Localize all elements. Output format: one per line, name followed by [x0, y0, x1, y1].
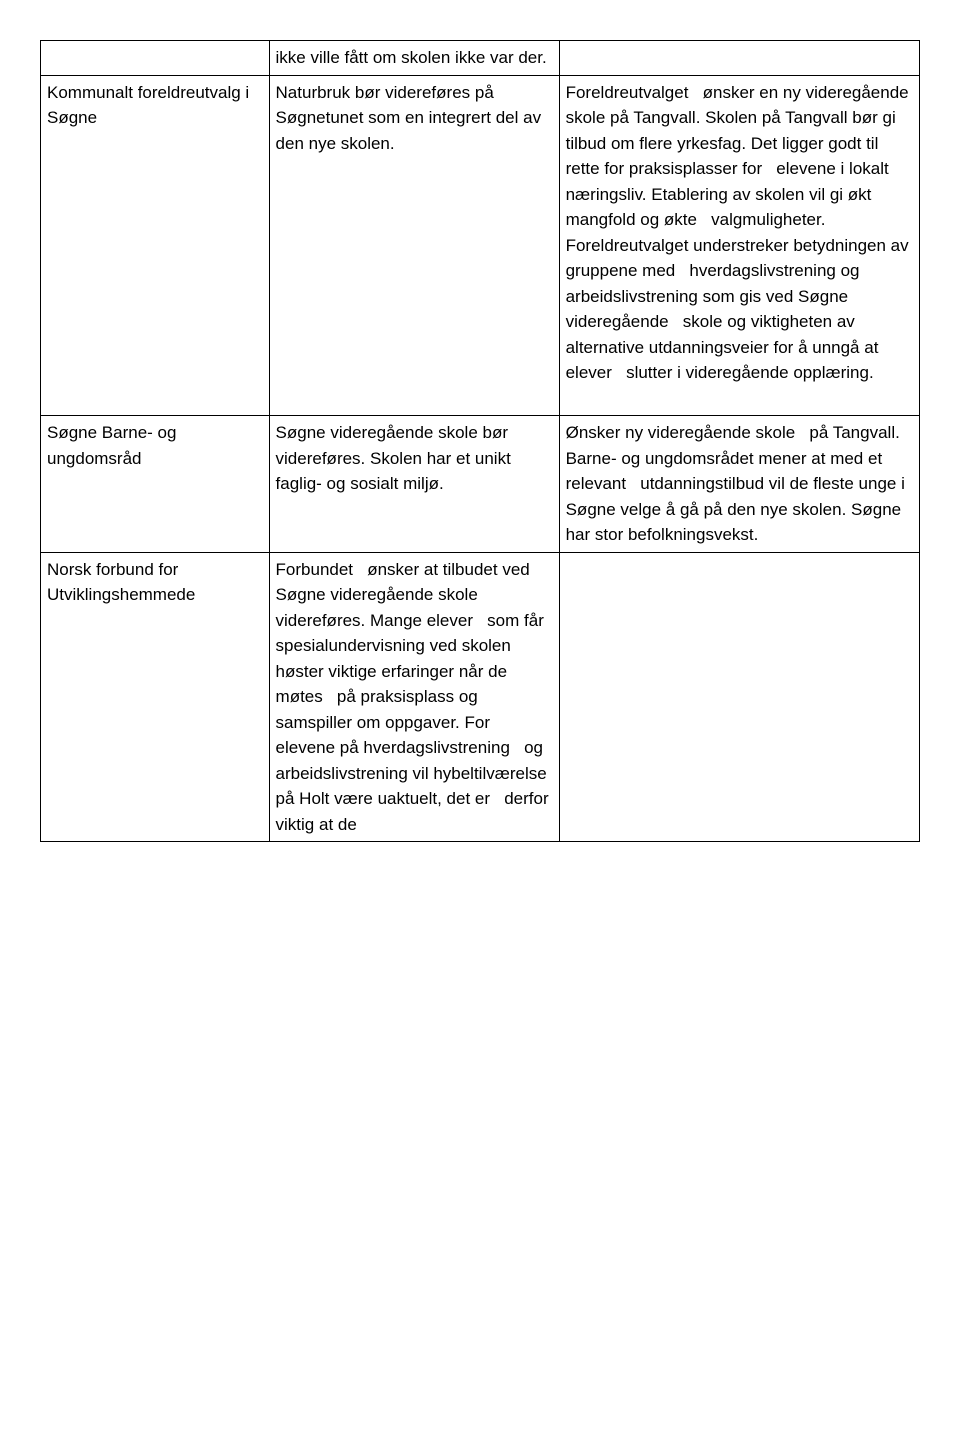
table-row: ikke ville fått om skolen ikke var der. — [41, 41, 920, 76]
cell-col2: Naturbruk bør videreføres på Søgnetunet … — [269, 75, 559, 416]
cell-col3 — [559, 552, 919, 842]
cell-col2: Søgne videregående skole bør videreføres… — [269, 416, 559, 553]
cell-col3: Foreldreutvalget ønsker en ny videregåen… — [559, 75, 919, 416]
cell-col1: Kommunalt foreldreutvalg i Søgne — [41, 75, 270, 416]
table-row: Kommunalt foreldreutvalg i Søgne Naturbr… — [41, 75, 920, 416]
cell-col1 — [41, 41, 270, 76]
cell-col1: Søgne Barne- og ungdomsråd — [41, 416, 270, 553]
table-row: Norsk forbund for Utviklingshemmede Forb… — [41, 552, 920, 842]
cell-col2: Forbundet ønsker at tilbudet ved Søgne v… — [269, 552, 559, 842]
cell-col3: Ønsker ny videregående skole på Tangvall… — [559, 416, 919, 553]
cell-col1: Norsk forbund for Utviklingshemmede — [41, 552, 270, 842]
cell-col3 — [559, 41, 919, 76]
table-row: Søgne Barne- og ungdomsråd Søgne videreg… — [41, 416, 920, 553]
document-table: ikke ville fått om skolen ikke var der. … — [40, 40, 920, 842]
cell-col2: ikke ville fått om skolen ikke var der. — [269, 41, 559, 76]
